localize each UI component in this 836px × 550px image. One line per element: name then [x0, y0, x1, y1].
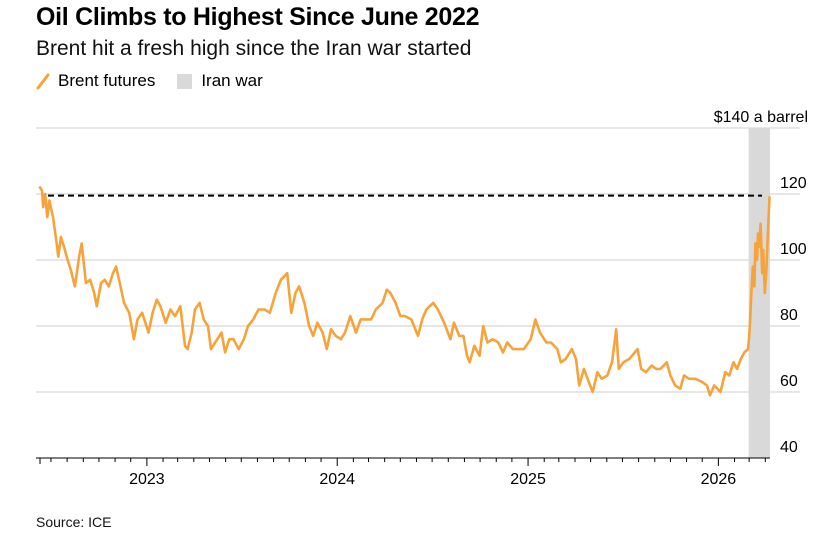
- chart-title: Oil Climbs to Highest Since June 2022: [36, 3, 480, 31]
- y-axis-labels: 40 60 80 100 120 $140 a barrel: [714, 109, 808, 456]
- y-tick-label: 120: [780, 175, 807, 192]
- source-note: Source: ICE: [36, 514, 112, 530]
- legend: Brent futures Iran war: [36, 71, 285, 91]
- legend-label-iran-war: Iran war: [201, 71, 263, 90]
- legend-item-brent: Brent futures: [36, 71, 155, 91]
- y-tick-label: 60: [780, 373, 798, 390]
- legend-line-swatch-icon: [36, 73, 50, 90]
- chart-subtitle: Brent hit a fresh high since the Iran wa…: [36, 37, 472, 60]
- y-tick-label: $140 a barrel: [714, 109, 808, 126]
- x-tick-label: 2023: [129, 471, 165, 488]
- series-line-brent-futures: [38, 186, 771, 397]
- series-layer: [38, 186, 771, 397]
- x-axis-labels: 2023 2024 2025 2026: [129, 471, 736, 488]
- y-tick-label: 40: [780, 439, 798, 456]
- shaded-region-layer: [748, 128, 770, 458]
- x-tick-label: 2025: [510, 471, 546, 488]
- y-tick-label: 80: [780, 307, 798, 324]
- legend-shade-swatch-icon: [177, 73, 193, 89]
- shaded-region-iran-war: [748, 128, 770, 458]
- x-tick-label: 2026: [701, 471, 737, 488]
- y-tick-label: 100: [780, 241, 807, 258]
- x-axis: [36, 457, 770, 466]
- legend-item-iran-war: Iran war: [177, 71, 263, 91]
- gridlines: [36, 127, 800, 393]
- legend-label-brent: Brent futures: [58, 71, 156, 90]
- x-tick-label: 2024: [319, 471, 355, 488]
